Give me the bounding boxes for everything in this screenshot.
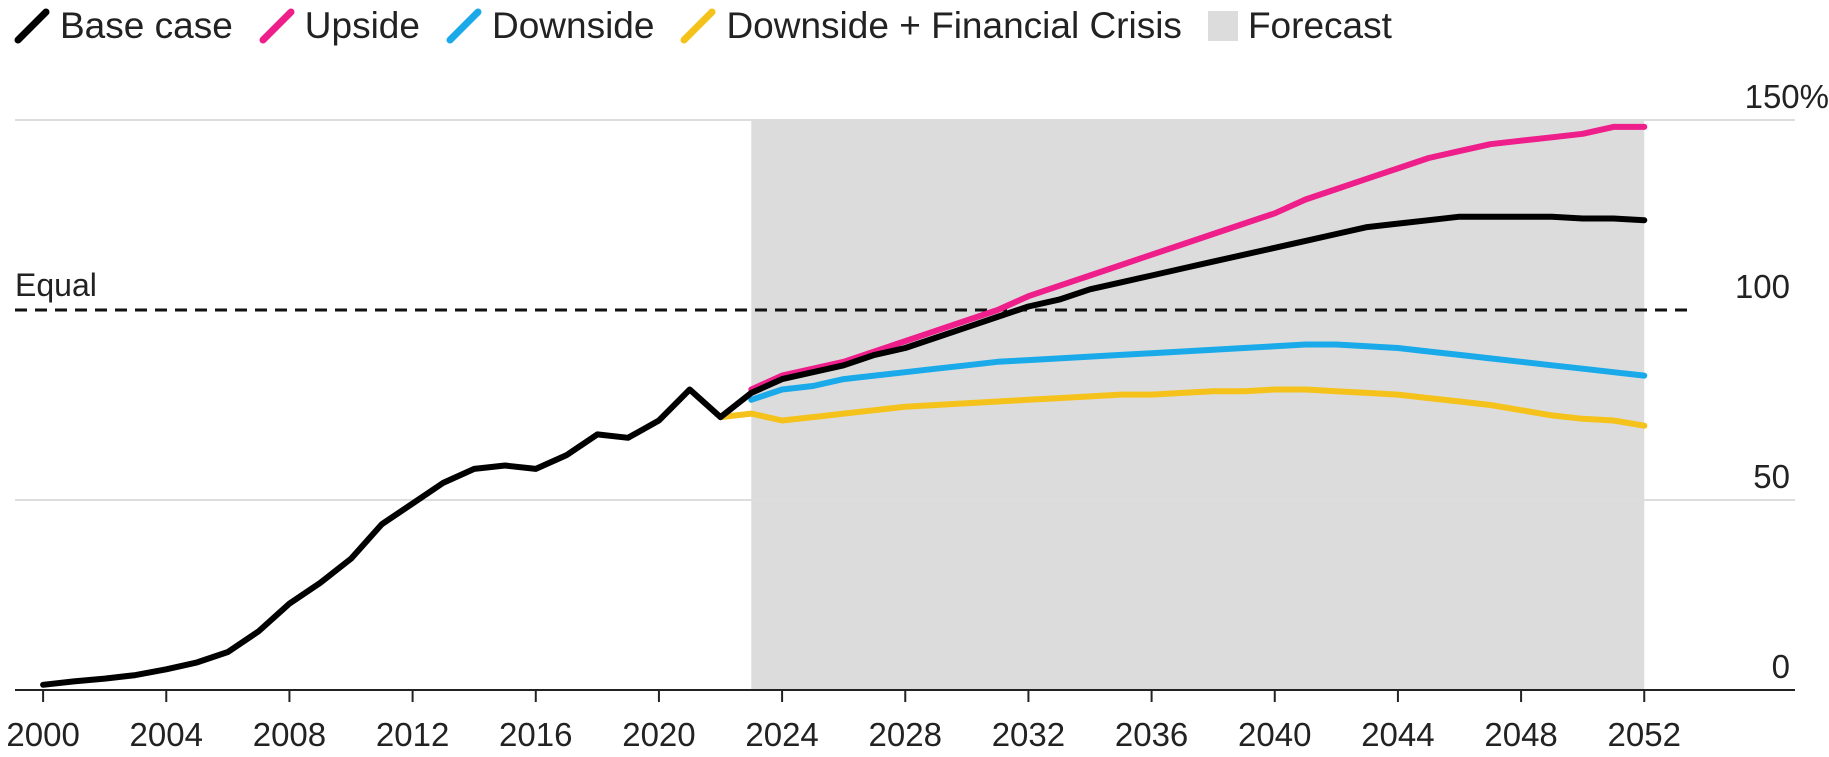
equal-reference-label: Equal	[15, 267, 97, 303]
x-tick-label: 2044	[1361, 716, 1434, 753]
x-tick-label: 2052	[1608, 716, 1681, 753]
legend-item-base-case: Base case	[14, 5, 233, 47]
crisis-swatch	[680, 8, 716, 44]
x-tick-label: 2016	[499, 716, 572, 753]
series-line-upside	[748, 123, 1648, 393]
series-line-crisis	[717, 386, 1648, 429]
legend-item-upside: Upside	[259, 5, 420, 47]
x-tick-label: 2032	[992, 716, 1065, 753]
x-tick-label: 2036	[1115, 716, 1188, 753]
y-tick-label: 0	[1772, 648, 1790, 685]
forecast-swatch	[1207, 11, 1238, 41]
x-tick-label: 2008	[253, 716, 326, 753]
upside-swatch	[259, 8, 295, 44]
y-tick-label: 50	[1753, 458, 1790, 495]
legend-item-crisis: Downside + Financial Crisis	[680, 5, 1182, 47]
forecast-region	[751, 120, 1645, 690]
base-case-swatch	[14, 8, 50, 44]
downside-swatch	[446, 8, 482, 44]
x-tick-label: 2040	[1238, 716, 1311, 753]
legend-label-crisis: Downside + Financial Crisis	[726, 5, 1182, 46]
x-tick-label: 2048	[1484, 716, 1557, 753]
x-tick-label: 2000	[6, 716, 79, 753]
series-line-base	[40, 213, 1648, 688]
legend-label-downside: Downside	[491, 5, 655, 46]
series-line-downside	[748, 341, 1648, 403]
legend-label-base-case: Base case	[60, 5, 233, 46]
legend-item-downside: Downside	[446, 5, 654, 47]
x-tick-label: 2012	[376, 716, 449, 753]
legend-label-forecast: Forecast	[1247, 5, 1392, 46]
x-tick-label: 2020	[622, 716, 695, 753]
x-tick-label: 2024	[745, 716, 818, 753]
y-tick-label: 100	[1735, 268, 1790, 305]
x-tick-label: 2028	[869, 716, 942, 753]
legend: Base case Upside Downside Downside + Fin…	[14, 0, 1418, 52]
legend-item-forecast: Forecast	[1207, 5, 1392, 47]
legend-label-upside: Upside	[304, 5, 420, 46]
y-tick-label: 150%	[1745, 78, 1829, 115]
x-tick-label: 2004	[130, 716, 203, 753]
